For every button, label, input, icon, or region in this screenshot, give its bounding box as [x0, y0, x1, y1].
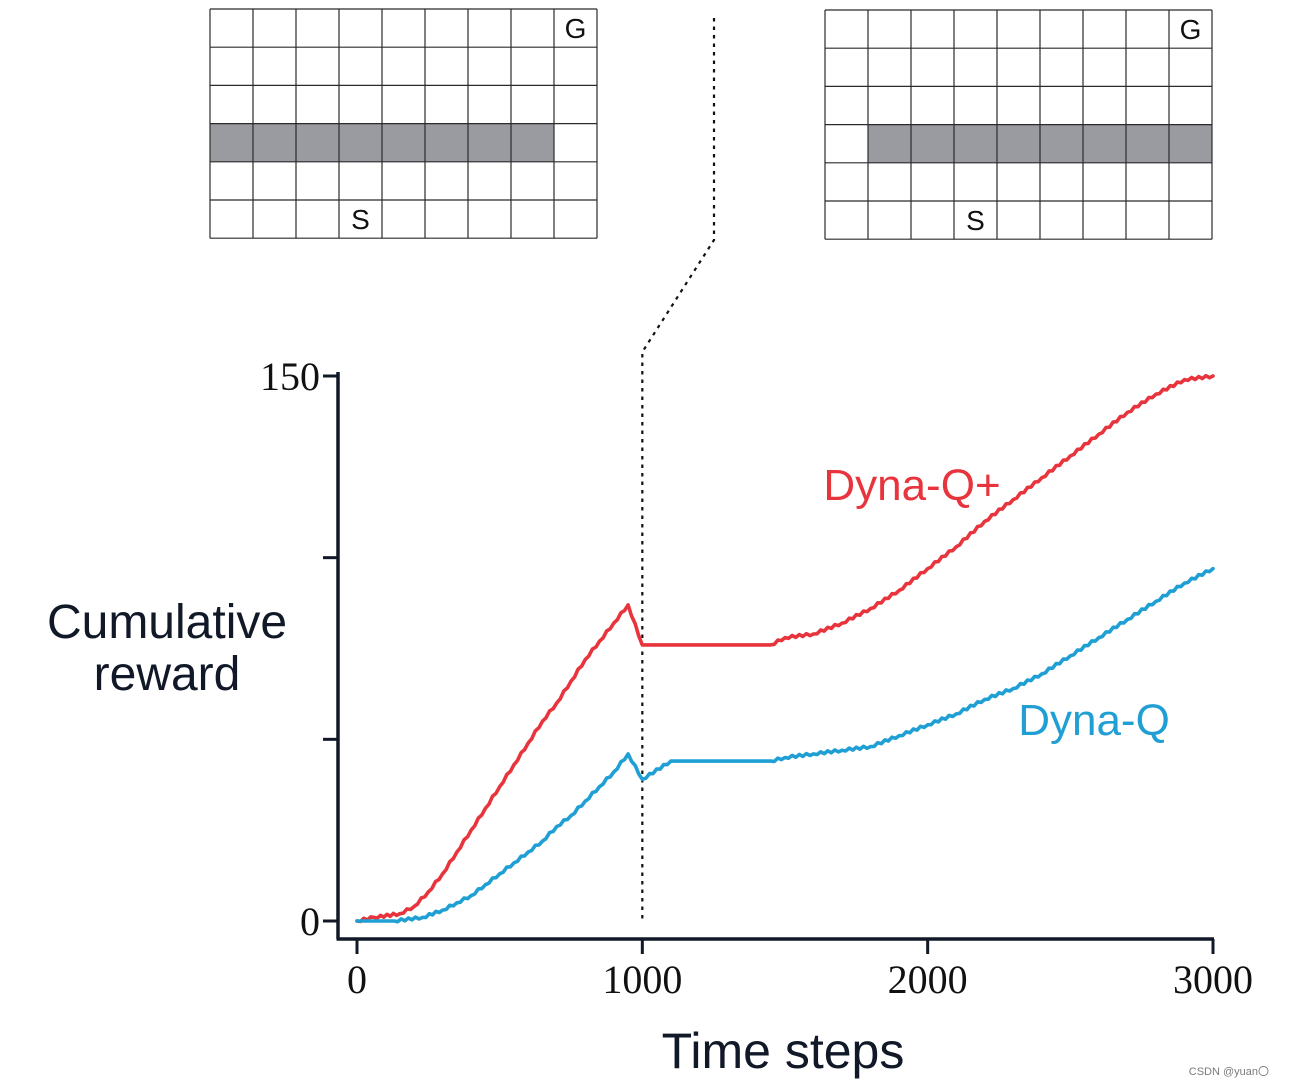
start-label: S: [966, 205, 985, 236]
wall-cell: [1126, 124, 1169, 163]
environment-change-marker: [641, 18, 716, 921]
series-annotation: Dyna-Q+: [823, 461, 1000, 510]
wall-cell: [511, 123, 554, 162]
wall-cell: [954, 124, 997, 163]
wall-cell: [253, 123, 296, 162]
watermark: CSDN @yuan〇: [1188, 1066, 1269, 1078]
wall-cell: [1169, 124, 1212, 163]
goal-label: G: [565, 13, 587, 44]
wall-cell: [425, 123, 468, 162]
wall-cell: [868, 124, 911, 163]
wall-cell: [997, 124, 1040, 163]
wall-cell: [210, 123, 253, 162]
series-line-dyna-q-: [355, 373, 1215, 924]
change-connector: [641, 18, 716, 921]
wall-cell: [1083, 124, 1126, 163]
wall-cell: [911, 124, 954, 163]
y-axis-label: reward: [94, 648, 241, 701]
wall-cell: [339, 123, 382, 162]
wall-cell: [296, 123, 339, 162]
wall-cell: [382, 123, 425, 162]
gridworld-after-change: SG: [824, 9, 1213, 240]
wall-cell: [468, 123, 511, 162]
wall-cell: [1040, 124, 1083, 163]
goal-label: G: [1180, 14, 1202, 45]
x-tick-label: 3000: [1173, 957, 1253, 1002]
start-label: S: [351, 204, 370, 235]
x-tick-label: 2000: [888, 957, 968, 1002]
series-annotation: Dyna-Q: [1018, 696, 1170, 745]
y-axis-label: Cumulative: [47, 596, 287, 649]
y-tick-label: 0: [300, 899, 320, 944]
x-tick-label: 1000: [602, 957, 682, 1002]
series-line-dyna-q: [355, 566, 1215, 924]
chart-axes: 0 150 0 1000 2000 3000: [260, 354, 1253, 1002]
gridworld-before-change: SG: [209, 8, 598, 239]
y-tick-label: 150: [260, 354, 320, 399]
x-axis-label: Time steps: [662, 1023, 905, 1079]
chart-series: [355, 373, 1215, 924]
x-tick-label: 0: [347, 957, 367, 1002]
